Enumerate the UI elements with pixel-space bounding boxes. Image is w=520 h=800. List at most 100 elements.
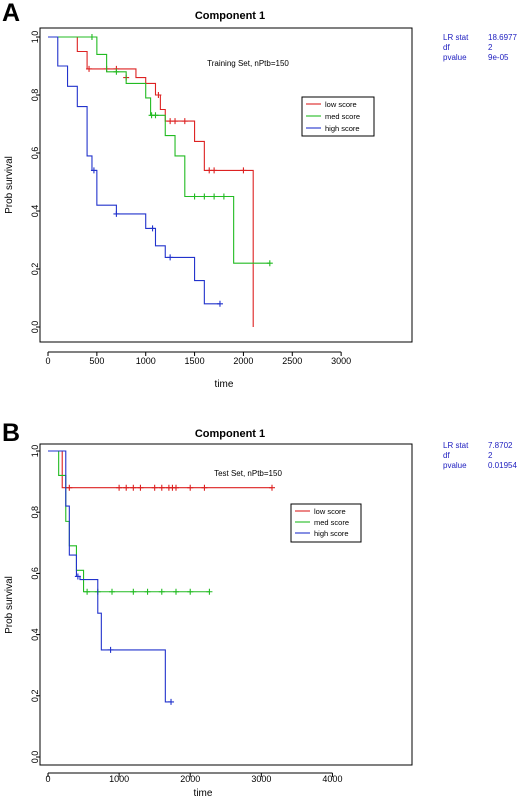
panel-b-x-tick-label: 3000	[251, 774, 271, 784]
panel-b-y-tick-label: 0.8	[30, 506, 40, 519]
panel-a-x-tick-label: 2000	[233, 356, 253, 366]
panel-a-y-axis-title: Prob survival	[4, 156, 15, 214]
panel-a-plot-area: 0 500 1000 1500 2000 2500 3000 0.0 0.2 0.4 0.6 0.8 1…	[30, 31, 351, 366]
panel-b-censor-mark-low-score	[201, 484, 208, 491]
panel-a-stat-value-lr: 18.6977	[488, 33, 517, 42]
panel-a-censor-mark-low-score	[211, 167, 218, 174]
panel-b-x-axis-title: time	[194, 788, 213, 799]
panel-a-censor-mark-low-score	[172, 118, 179, 125]
panel-b-stat-label-df: df	[443, 451, 450, 460]
panel-a-y-tick-label: 1.0	[30, 31, 40, 44]
panel-b-x-tick-label: 4000	[322, 774, 342, 784]
panel-a-x-tick-label: 3000	[331, 356, 351, 366]
panel-b-title: Component 1	[195, 428, 265, 440]
panel-a-censor-mark-med-score	[113, 68, 120, 75]
panel-b-legend-label-low: low score	[314, 507, 346, 516]
panel-a-y-tick-label: 0.0	[30, 321, 40, 334]
panel-a-censor-mark-low-score	[240, 167, 247, 174]
panel-b-stats: LR stat 7.8702 df 2 pvalue 0.01954	[443, 441, 517, 470]
panel-b-x-tick-label: 0	[45, 774, 50, 784]
panel-b-censor-mark-med-score	[187, 588, 194, 595]
panel-b-censor-mark-med-score	[130, 588, 137, 595]
panel-b-y-tick-label: 1.0	[30, 445, 40, 458]
panel-a-legend-label-high: high score	[325, 124, 360, 133]
panel-b-censor-mark-low-score	[269, 484, 275, 491]
panel-b-legend: low score med score high score	[290, 503, 362, 543]
panel-b-y-tick-label: 0.6	[30, 567, 40, 580]
panel-b-censor-mark-low-score	[173, 484, 179, 491]
panel-a-censor-mark-low-score	[155, 92, 162, 98]
panel-b-censor-mark-high-score	[168, 698, 175, 705]
panel-b-stat-label-pvalue: pvalue	[443, 461, 467, 470]
panel-a-censor-mark-med-score	[88, 34, 95, 40]
panel-b-x-tick-label: 1000	[109, 774, 129, 784]
panel-b-censor-mark-med-score	[158, 588, 165, 595]
panel-a-stat-value-pvalue: 9e-05	[488, 53, 509, 62]
panel-a-legend-label-med: med score	[325, 112, 360, 121]
panel-a-y-tick-label: 0.6	[30, 147, 40, 160]
panel-b-censor-mark-low-score	[137, 484, 144, 491]
panel-b-y-tick-label: 0.4	[30, 628, 40, 641]
panel-a-censor-mark-med-score	[201, 193, 208, 200]
panel-b-censor-mark-low-score	[116, 484, 123, 491]
panel-a-x-tick-label: 0	[45, 356, 50, 366]
panel-a-y-tick-label: 0.2	[30, 263, 40, 276]
panel-b-legend-label-high: high score	[314, 529, 349, 538]
panel-b-curve-high-score	[48, 450, 172, 703]
panel-b-y-tick-label: 0.2	[30, 690, 40, 703]
panel-b-censor-mark-low-score	[158, 484, 165, 491]
panel-a-censor-mark-low-score	[181, 118, 188, 125]
panel-a-curve-high-score	[48, 36, 220, 305]
panel-a-stat-label-df: df	[443, 43, 450, 52]
panel-b-censor-mark-med-score	[206, 588, 213, 595]
panel-b-censor-mark-high-score	[107, 646, 114, 653]
panel-b-censor-mark-low-score	[130, 484, 137, 491]
panel-a-x-tick-label: 1000	[136, 356, 156, 366]
panel-b-censor-mark-med-score	[173, 588, 179, 595]
panel-b-legend-box	[290, 503, 362, 543]
panel-a-stats: LR stat 18.6977 df 2 pvalue 9e-05	[443, 33, 517, 62]
panel-b-censor-mark-low-score	[151, 484, 158, 491]
panel-a-censor-mark-med-score	[266, 260, 273, 267]
panel-a-curve-med-score	[48, 36, 270, 264]
panel-b-censor-mark-med-score	[144, 588, 151, 595]
panel-a-curve-low-score	[48, 36, 254, 327]
panel-b-x-tick-label: 2000	[180, 774, 200, 784]
panel-b-legend-label-med: med score	[314, 518, 349, 527]
panel-b: B Component 1 0 1000 2000 3000 4000 0.0 0.2 0.4…	[2, 419, 517, 799]
panel-a-censor-mark-med-score	[211, 193, 218, 200]
panel-b-stat-value-pvalue: 0.01954	[488, 461, 517, 470]
panel-b-censor-mark-med-score	[109, 588, 115, 595]
panel-a-censor-mark-med-score	[152, 112, 159, 119]
panel-b-letter: B	[2, 419, 20, 447]
panel-b-censor-mark-low-score	[187, 484, 194, 491]
panel-a-stat-value-df: 2	[488, 43, 493, 52]
panel-b-stat-value-df: 2	[488, 451, 493, 460]
panel-a-legend-label-low: low score	[325, 100, 357, 109]
panel-a-censor-mark-high-score	[113, 210, 120, 217]
panel-a-x-tick-label: 2500	[282, 356, 302, 366]
panel-a: A Component 1 0 500 1000 1500 2000 2500 3000 0.…	[2, 0, 517, 390]
panel-b-annotation: Test Set, nPtb=150	[214, 469, 282, 478]
panel-a-censor-mark-high-score	[216, 300, 223, 307]
panel-a-censor-mark-high-score	[149, 225, 156, 232]
panel-a-censor-mark-high-score	[90, 167, 97, 174]
panel-a-censor-mark-med-score	[220, 193, 227, 200]
panel-a-stat-label-lr: LR stat	[443, 33, 469, 42]
panel-a-censor-mark-med-score	[191, 193, 198, 200]
panel-b-censor-mark-high-score	[74, 573, 81, 580]
panel-a-stat-label-pvalue: pvalue	[443, 53, 467, 62]
panel-a-x-tick-label: 500	[89, 356, 104, 366]
panel-b-censor-mark-low-score	[123, 484, 130, 491]
panel-a-legend: low score med score high score	[301, 96, 375, 137]
panel-a-annotation: Training Set, nPtb=150	[207, 59, 289, 68]
panel-b-stat-label-lr: LR stat	[443, 441, 469, 450]
panel-a-censor-mark-low-score	[86, 65, 93, 72]
panel-a-y-tick-label: 0.4	[30, 205, 40, 218]
panel-b-y-tick-label: 0.0	[30, 751, 40, 764]
panel-b-stat-value-lr: 7.8702	[488, 441, 513, 450]
panel-b-y-axis-title: Prob survival	[4, 576, 15, 634]
panel-b-curve-med-score	[48, 450, 210, 593]
panel-b-plot-area: 0 1000 2000 3000 4000 0.0 0.2 0.4 0.6 0.8 1.0	[30, 445, 342, 784]
